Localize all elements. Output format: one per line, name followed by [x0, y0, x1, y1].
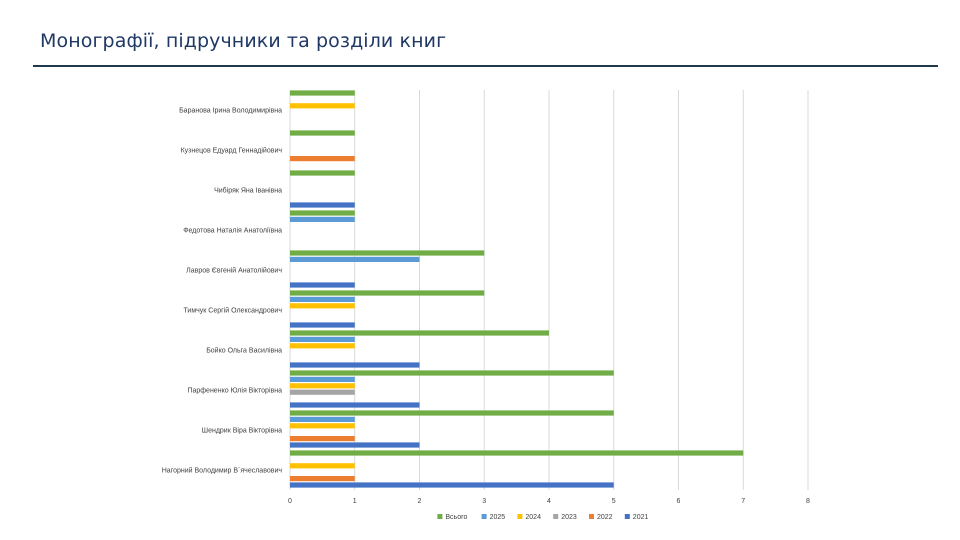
x-tick-label: 1	[353, 498, 357, 505]
bar-2021	[290, 322, 355, 328]
bar-2025	[290, 336, 355, 342]
y-category-label: Федотова Наталія Анатоліївна	[183, 227, 282, 235]
x-tick-label: 2	[418, 498, 422, 505]
x-tick-label: 7	[741, 498, 745, 505]
y-category-label: Тимчук Сергій Олександрович	[183, 307, 282, 315]
bar-2021	[290, 402, 420, 408]
y-category-label: Нагорний Володимир В`ячеславович	[162, 467, 283, 475]
bar-2024	[290, 303, 355, 309]
legend-label: 2023	[561, 514, 577, 521]
bar-2022	[290, 476, 355, 482]
bar-2025	[290, 376, 355, 382]
legend-swatch	[437, 514, 443, 519]
bar-2021	[290, 482, 614, 488]
legend-swatch	[553, 514, 559, 519]
x-tick-label: 6	[677, 498, 681, 505]
bar-2022	[290, 436, 355, 442]
y-category-label: Шендрик Віра Вікторівна	[202, 427, 282, 435]
y-category-label: Чибіряк Яна Іванівна	[214, 187, 282, 195]
x-tick-label: 3	[482, 498, 486, 505]
bar-2024	[290, 463, 355, 469]
x-tick-label: 0	[288, 498, 292, 505]
legend-swatch	[624, 514, 630, 519]
bar-2023	[290, 389, 355, 395]
bar-Всього	[290, 410, 614, 416]
y-category-label: Лавров Євгеній Анатолійович	[186, 267, 282, 275]
bar-2022	[290, 156, 355, 162]
bar-Всього	[290, 290, 485, 296]
x-tick-label: 8	[806, 498, 810, 505]
bar-2025	[290, 416, 355, 422]
legend-swatch	[481, 514, 487, 519]
bar-2024	[290, 103, 355, 109]
legend-label: 2024	[525, 514, 541, 521]
legend-label: Всього	[445, 514, 467, 521]
y-category-label: Кузнецов Едуард Геннадійович	[181, 147, 283, 155]
y-category-label: Парфененко Юлія Вікторівна	[187, 387, 282, 395]
bar-Всього	[290, 130, 355, 136]
bar-2024	[290, 423, 355, 429]
legend-label: 2022	[597, 514, 613, 521]
bar-Всього	[290, 170, 355, 176]
bar-2025	[290, 256, 420, 262]
bar-2021	[290, 202, 355, 208]
bar-2021	[290, 362, 420, 368]
x-tick-label: 4	[547, 498, 551, 505]
bar-2025	[290, 216, 355, 222]
bar-2024	[290, 383, 355, 389]
bar-2024	[290, 343, 355, 349]
bar-2021	[290, 442, 420, 448]
legend-swatch	[517, 514, 523, 519]
bar-2025	[290, 296, 355, 302]
bar-Всього	[290, 370, 614, 376]
bar-Всього	[290, 330, 549, 336]
legend-label: 2021	[633, 514, 649, 521]
legend-swatch	[589, 514, 594, 519]
bar-Всього	[290, 210, 355, 216]
bar-Всього	[290, 250, 485, 256]
legend-label: 2025	[490, 514, 506, 521]
x-tick-label: 5	[612, 498, 616, 505]
bar-2021	[290, 282, 355, 288]
title-divider	[33, 65, 938, 67]
y-category-label: Бойко Ольга Василівна	[206, 347, 282, 355]
slide-title: Монографії, підручники та розділи книг	[40, 30, 447, 52]
bar-Всього	[290, 90, 355, 96]
bar-Всього	[290, 450, 744, 456]
y-category-label: Баранова Ірина Володимирівна	[179, 107, 282, 115]
